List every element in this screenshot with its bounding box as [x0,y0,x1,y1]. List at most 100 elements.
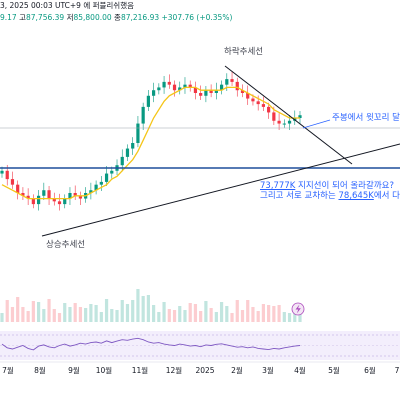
candle [219,84,224,91]
wick-note: 주봉에서 윗꼬리 달고 떨 [332,113,400,123]
candle [178,87,182,91]
candle [256,101,260,105]
volume-bar [183,310,187,322]
candle [251,98,255,102]
candle [89,190,93,193]
volume-bar [63,303,67,322]
volume-bar [78,307,83,322]
x-tick-label: 2025 [195,366,214,375]
candle [68,193,72,199]
volume-bar [172,310,177,322]
volume-bar [267,305,271,322]
x-tick-label: 9월 [68,365,80,375]
candle [209,90,213,93]
volume-bar [261,304,266,322]
candle [230,79,234,82]
volume-bar [73,303,77,322]
volume-bar [131,300,135,322]
close-label: 종 [114,13,121,22]
volume-bar [52,309,56,322]
candle [146,95,150,107]
x-tick-label: 7월 [2,365,14,375]
candle [26,195,30,199]
cross-note: 그리고 서로 교차하는 78,645K에서 다 [260,192,400,201]
ohlc-header: 3, 2025 00:03 UTC+9 에 퍼블리쉬했음 [0,0,400,12]
volume-bar [199,311,203,322]
time-axis: 7월 8월 9월 10월 11월 12월 2025 2월 3월 4월 5월 6월 7 [2,365,399,375]
candle [0,170,4,174]
volume-bar [219,302,224,322]
candle [277,120,281,124]
rsi-line [1,337,301,351]
candle [272,112,276,121]
candle [261,104,266,107]
volume-bar [57,313,62,322]
candle [225,79,229,85]
x-tick-label: 8월 [34,365,46,375]
volume-bar [235,300,239,322]
volume-bar [42,309,46,322]
volume-bar [152,305,156,322]
volume-bar [47,299,51,322]
volume-bar [204,301,208,322]
volume-bar [125,304,130,322]
candle [63,198,67,205]
wick-pointer [302,119,331,129]
cross-note-post: 에서 다 [373,191,400,201]
volume-bar [272,306,276,322]
candle [199,93,203,96]
candle [5,170,9,180]
candle [235,81,239,91]
support-value: 73,777K [260,181,296,191]
candle [246,93,250,99]
volume-bar [193,304,198,322]
lightning-glyph [295,304,301,314]
x-tick-label: 11월 [132,365,149,375]
candle [110,170,114,174]
volume-bar [36,302,41,322]
candle [21,193,25,196]
volume-bar [240,310,245,322]
volume-bars [0,289,302,322]
volume-bar [21,307,25,322]
candle [42,190,46,196]
candle [131,143,135,149]
volume-bar [0,313,4,322]
candle [204,90,208,96]
volume-bar [141,296,145,322]
volume-bar [110,309,114,322]
volume-bar [256,311,260,322]
candle [298,115,302,118]
volume-bar [230,313,234,322]
candle [287,120,292,124]
volume-bar [277,305,281,322]
candle [47,190,51,199]
volume-bar [251,307,255,322]
volume-bar [99,312,103,322]
candle [73,193,77,196]
x-tick-label: 5월 [328,365,340,375]
candle [172,84,177,91]
volume-bar [167,309,171,322]
volume-bar [68,307,72,322]
candle [152,90,156,96]
candle [57,201,62,205]
x-tick-label: 6월 [364,365,376,375]
volume-bar [10,307,15,322]
candle [104,173,109,182]
moving-average-line [1,86,300,200]
high-value: 87,756.39 [26,13,65,22]
volume-bar [89,304,93,322]
candle [10,179,15,185]
volume-bar [188,303,192,322]
volume-bar [5,300,9,322]
volume-bar [120,300,124,322]
cross-note-pre: 그리고 서로 교차하는 [260,191,339,201]
volume-bar [287,313,292,322]
volume-bar [298,310,302,322]
close-value: 87,216.93 [120,13,160,22]
candle [162,81,166,88]
candle [52,198,56,202]
candles [0,71,302,211]
